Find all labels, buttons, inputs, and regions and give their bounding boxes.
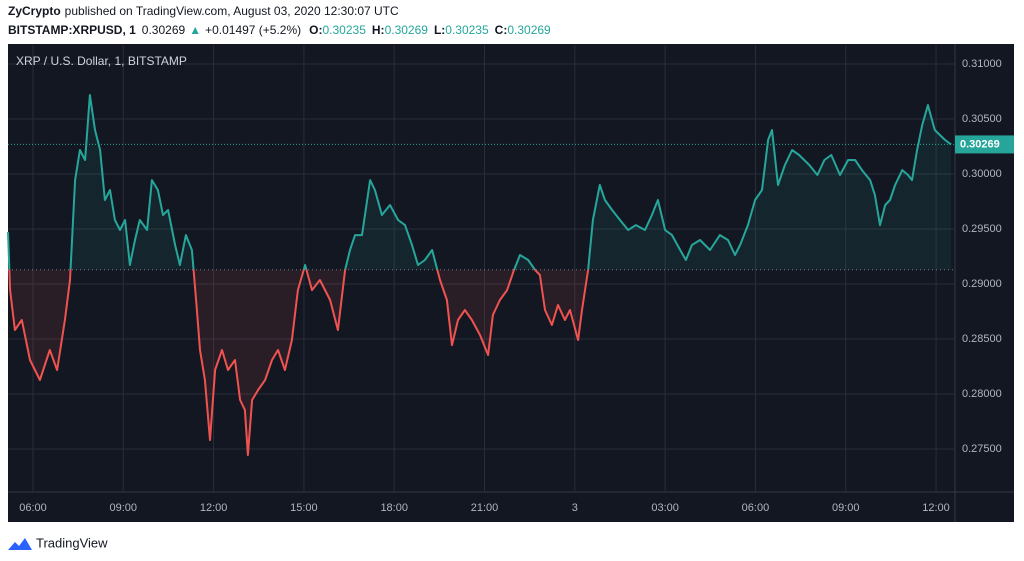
- x-tick-label: 12:00: [922, 502, 950, 514]
- last-price-box: [955, 135, 1014, 154]
- y-tick-label: 0.27500: [962, 443, 1002, 455]
- ohlc-value: 0.30269: [385, 23, 429, 37]
- y-tick-label: 0.30500: [962, 113, 1002, 125]
- logo: [8, 538, 32, 550]
- x-tick-label: 12:00: [200, 502, 228, 514]
- plot-area: [7, 45, 955, 492]
- x-tick-label: 09:00: [110, 502, 138, 514]
- area: [8, 95, 952, 455]
- ohlc-label: H:: [372, 23, 385, 37]
- header-line-1: ZyCrypto published on TradingView.com, Au…: [8, 4, 399, 18]
- y-tick-label: 0.28500: [962, 333, 1002, 345]
- chart-title: XRP / U.S. Dollar, 1, BITSTAMP: [16, 54, 187, 68]
- ohlc-value: 0.30235: [323, 23, 367, 37]
- ohlc: O:0.30235 H:0.30269 L:0.30235 C:0.30269: [309, 23, 551, 37]
- y-tick-label: 0.31000: [962, 58, 1002, 70]
- y-tick-label: 0.29500: [962, 223, 1002, 235]
- x-tick-label: 06:00: [19, 502, 47, 514]
- y-tick-label: 0.30000: [962, 168, 1002, 180]
- change: +0.01497 (+5.2%): [205, 23, 301, 37]
- logo-icon: [8, 538, 32, 550]
- change-arrow: ▲: [189, 23, 201, 37]
- published: published on TradingView.com, August 03,…: [65, 4, 399, 18]
- ohlc-value: 0.30235: [445, 23, 489, 37]
- author: ZyCrypto: [8, 4, 61, 18]
- ohlc-value: 0.30269: [507, 23, 551, 37]
- last-price-label: 0.30269: [960, 138, 1000, 150]
- x-tick-label: 06:00: [742, 502, 770, 514]
- x-tick-label: 15:00: [290, 502, 318, 514]
- x-tick-label: 03:00: [651, 502, 679, 514]
- ohlc-label: O:: [309, 23, 322, 37]
- x-tick-label: 18:00: [380, 502, 408, 514]
- x-tick-label: 21:00: [471, 502, 499, 514]
- x-tick-label: 09:00: [832, 502, 860, 514]
- brand: TradingView: [36, 535, 108, 550]
- last-price: 0.30269: [142, 23, 186, 37]
- chart-background: [8, 44, 1014, 522]
- header-line-2: BITSTAMP:XRPUSD, 1 0.30269 ▲ +0.01497 (+5.2…: [8, 23, 551, 37]
- y-tick-label: 0.28000: [962, 388, 1002, 400]
- price-line: [7, 94, 952, 456]
- ohlc-label: C:: [495, 23, 508, 37]
- ohlc-label: L:: [434, 23, 445, 37]
- symbol: BITSTAMP:XRPUSD, 1: [8, 23, 136, 37]
- y-tick-label: 0.29000: [962, 278, 1002, 290]
- x-tick-label: 3: [572, 502, 578, 514]
